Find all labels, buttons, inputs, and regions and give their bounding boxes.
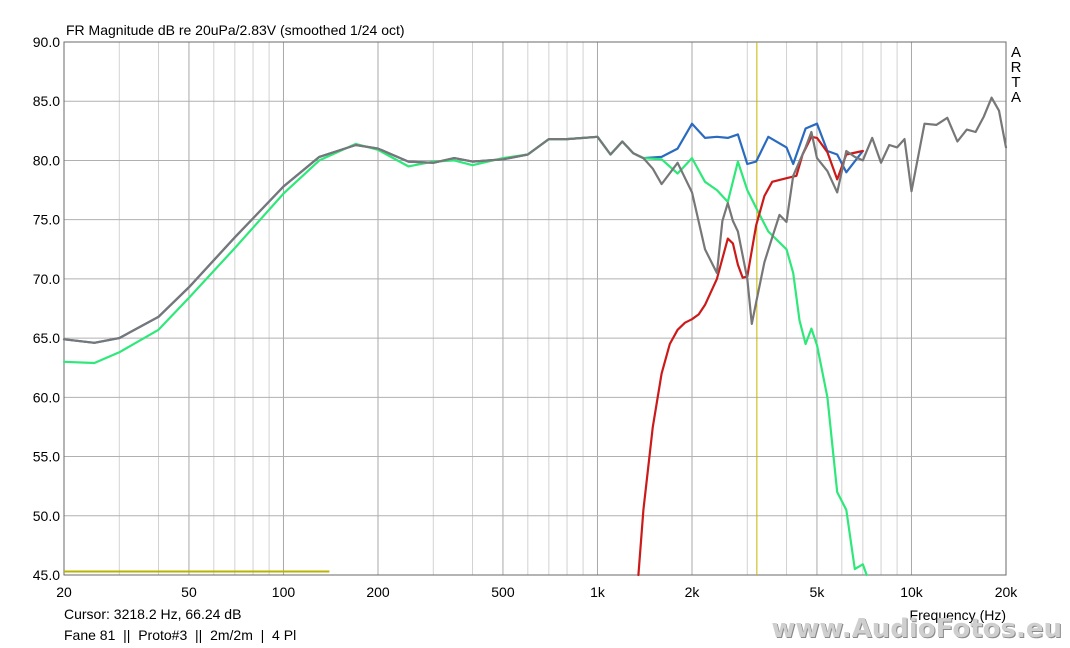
chart-title: FR Magnitude dB re 20uPa/2.83V (smoothed… [66,22,405,38]
y-tick-label: 45.0 [33,567,60,583]
major-grid [64,42,1006,575]
series-line [637,135,864,577]
x-tick-label: 20 [56,584,72,600]
y-tick-label: 80.0 [33,152,60,168]
x-tick-labels: 20 50 100 200 500 1k 2k 5k 10k 20k [56,584,1018,600]
watermark: www.AudioFotos.eu [771,614,1062,644]
brand-letter: R [1011,59,1022,76]
x-tick-label: 500 [491,584,515,600]
x-tick-label: 2k [685,584,701,600]
x-tick-label: 1k [590,584,606,600]
plot-frame [63,41,1007,576]
x-tick-label: 200 [366,584,390,600]
y-tick-label: 75.0 [33,212,60,228]
y-tick-label: 60.0 [33,389,60,405]
x-axis-label: Frequency (Hz) [910,607,1006,623]
series-line [62,96,1008,344]
measurement-info: Fane 81 || Proto#3 || 2m/2m | 4 Pl [64,627,297,643]
x-tick-label: 50 [181,584,197,600]
series-layer [62,96,1008,577]
brand-letter: A [1011,89,1021,106]
series-line [62,122,864,344]
y-tick-label: 55.0 [33,449,60,465]
x-tick-label: 100 [272,584,296,600]
cursor-readout: Cursor: 3218.2 Hz, 66.24 dB [64,606,242,622]
y-tick-label: 90.0 [33,34,60,50]
minor-grid [118,42,898,575]
series-line [62,135,868,577]
y-tick-label: 65.0 [33,330,60,346]
x-tick-label: 5k [810,584,826,600]
x-tick-label: 20k [995,584,1019,600]
x-tick-label: 10k [900,584,924,600]
y-tick-label: 85.0 [33,93,60,109]
y-tick-label: 70.0 [33,271,60,287]
brand-letter: A [1011,44,1021,61]
y-tick-labels: 90.0 85.0 80.0 75.0 70.0 65.0 60.0 55.0 50.0 45.0 [33,34,60,583]
brand-letter: T [1011,74,1020,91]
y-tick-label: 50.0 [33,508,60,524]
